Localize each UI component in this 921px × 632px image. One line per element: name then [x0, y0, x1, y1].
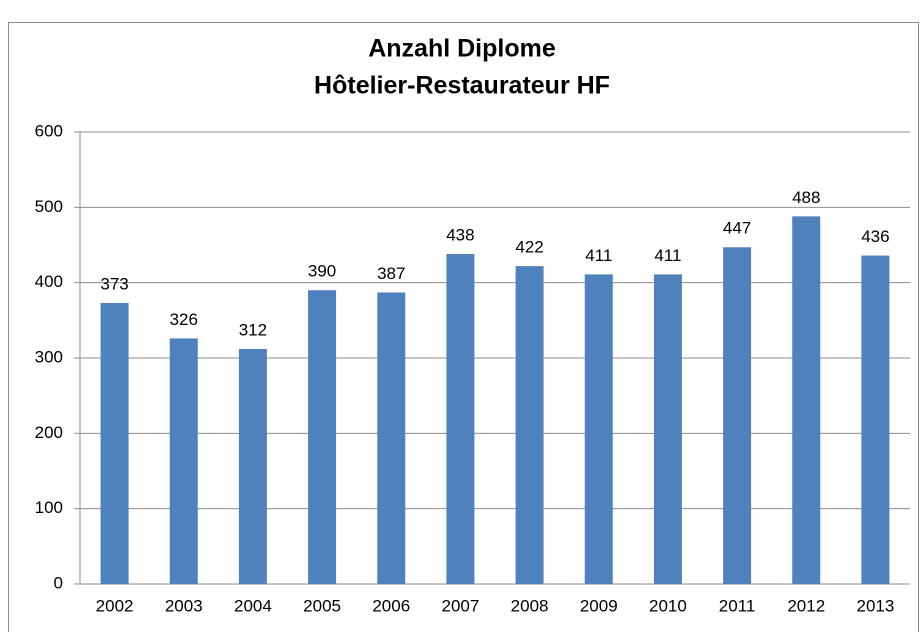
y-tick-label: 100: [35, 498, 63, 517]
data-label: 438: [446, 226, 474, 245]
data-label: 312: [239, 320, 267, 339]
bar: [584, 274, 613, 584]
data-label: 447: [723, 219, 751, 238]
data-label: 387: [377, 264, 405, 283]
y-tick-label: 200: [35, 423, 63, 442]
bar: [723, 247, 752, 584]
x-tick-label: 2005: [303, 596, 341, 615]
data-label: 422: [515, 238, 543, 257]
bar: [169, 338, 198, 584]
data-label: 373: [100, 274, 128, 293]
bar: [861, 255, 890, 584]
data-label: 326: [170, 310, 198, 329]
data-label: 411: [585, 246, 612, 265]
bar: [100, 303, 129, 584]
chart-title: Hôtelier-Restaurateur HF: [314, 72, 610, 100]
x-tick-label: 2007: [442, 596, 480, 615]
data-label: 436: [861, 227, 889, 246]
y-tick-label: 400: [35, 272, 63, 291]
x-tick-label: 2012: [787, 596, 825, 615]
y-tick-label: 300: [35, 347, 63, 366]
x-tick-label: 2013: [857, 596, 895, 615]
bar: [446, 254, 475, 585]
bar: [377, 292, 406, 584]
bar: [308, 290, 337, 584]
x-tick-label: 2004: [234, 596, 272, 615]
x-tick-label: 2002: [96, 596, 134, 615]
x-tick-label: 2010: [649, 596, 687, 615]
x-tick-label: 2008: [511, 596, 549, 615]
x-tick-label: 2011: [719, 596, 756, 615]
y-tick-label: 600: [35, 121, 63, 140]
data-label: 488: [792, 188, 820, 207]
bar: [792, 216, 821, 584]
chart-title: Anzahl Diplome: [368, 35, 556, 63]
x-tick-label: 2006: [372, 596, 410, 615]
bar: [653, 274, 682, 584]
y-tick-label: 500: [35, 197, 63, 216]
x-tick-label: 2009: [580, 596, 618, 615]
data-label: 390: [308, 262, 336, 281]
x-tick-label: 2003: [165, 596, 203, 615]
y-tick-label: 0: [54, 573, 63, 592]
data-label: 411: [654, 246, 681, 265]
bar: [515, 266, 544, 584]
bar: [238, 348, 267, 584]
